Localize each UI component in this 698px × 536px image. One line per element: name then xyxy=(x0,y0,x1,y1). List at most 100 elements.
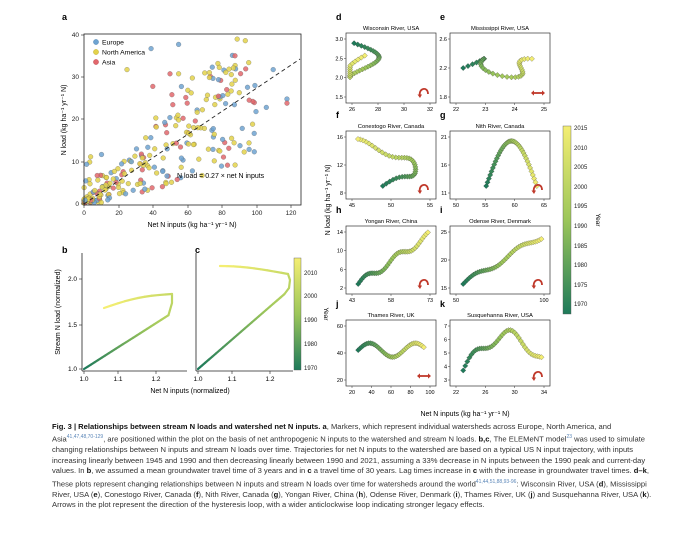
panel-g-ytick: 16 xyxy=(441,163,447,169)
panel-h-xtick: 58 xyxy=(388,298,394,304)
scatter-point xyxy=(139,167,145,173)
legend-europe: Europe xyxy=(102,40,124,47)
scatter-point xyxy=(246,60,252,66)
a-xtick: 40 xyxy=(149,210,157,217)
panel-d-ytick: 1.5 xyxy=(335,95,343,101)
panel-k-title: Susquehanna River, USA xyxy=(467,313,533,319)
scatter-point xyxy=(223,101,229,107)
panel-i-ytick: 25 xyxy=(441,230,447,236)
legend-marker-north-america xyxy=(93,49,99,55)
scatter-point xyxy=(206,70,212,76)
scatter-point xyxy=(160,155,166,161)
trajectory-marker xyxy=(528,55,535,62)
a-legend: Europe North America Asia xyxy=(93,39,145,67)
a-xlabel: Net N inputs (kg ha⁻¹ yr⁻¹ N) xyxy=(147,222,236,229)
scatter-point xyxy=(173,123,179,129)
panel-i-ytick: 15 xyxy=(441,286,447,292)
c-curve-segment xyxy=(259,268,269,272)
panel-b-curve xyxy=(82,292,174,371)
scatter-point xyxy=(169,92,175,98)
b-xtick: 1.1 xyxy=(113,376,122,383)
scatter-point xyxy=(128,159,134,165)
scatter-point xyxy=(88,154,94,160)
panel-g-xtick: 60 xyxy=(512,203,518,209)
scatter-point xyxy=(190,142,197,148)
scatter-point xyxy=(203,97,209,103)
panel-g-frame xyxy=(449,130,551,200)
scatter-point xyxy=(231,140,237,146)
scatter-point xyxy=(251,130,257,136)
panel-d: d Wisconsin River, USA 26 28 30 32 1.5 2.0 2.5 3.… xyxy=(335,12,437,113)
scatter-point xyxy=(105,197,111,203)
scatter-point xyxy=(176,41,182,47)
scatter-point xyxy=(253,109,259,115)
panel-k-frame xyxy=(449,319,551,387)
panel-k-ytick: 5 xyxy=(444,351,447,357)
a-ytick: 10 xyxy=(72,159,80,166)
c-curve-segment xyxy=(246,266,256,270)
arrowhead-icon xyxy=(417,94,422,98)
scatter-point xyxy=(124,67,130,73)
panel-e-ytick: 1.8 xyxy=(439,95,447,101)
b-curve-segment xyxy=(102,304,112,310)
scatter-point xyxy=(189,75,195,81)
trajectory-marker xyxy=(361,52,368,59)
arrowhead-icon xyxy=(417,373,420,379)
panel-g-xtick: 50 xyxy=(453,203,459,209)
bc-cbar-tick: 2010 xyxy=(304,271,318,277)
trajectory-marker xyxy=(485,69,492,75)
hysteresis-arrow-icon xyxy=(418,88,429,97)
a-xtick: 60 xyxy=(184,210,192,217)
scatter-point xyxy=(202,70,208,76)
scatter-point xyxy=(167,115,173,121)
panel-h-ytick: 10 xyxy=(337,249,343,255)
figure-caption: Fig. 3 | Relationships between stream N … xyxy=(52,422,652,509)
panel-k-ytick: 6 xyxy=(444,338,447,344)
panel-h-xtick: 43 xyxy=(349,298,355,304)
scatter-point xyxy=(228,72,234,78)
scatter-point xyxy=(183,94,189,101)
scatter-point xyxy=(239,125,245,131)
scatter-point xyxy=(139,155,145,161)
panel-g-ytick: 11 xyxy=(441,191,447,197)
scatter-point xyxy=(180,115,186,121)
panel-h-ytick: 6 xyxy=(340,267,343,273)
legend-asia: Asia xyxy=(102,60,115,67)
scatter-point xyxy=(103,174,110,181)
bc-cbar-label: Year xyxy=(322,307,329,321)
scatter-point xyxy=(189,168,195,174)
a-xtick: 100 xyxy=(252,210,263,217)
a-ytick: 40 xyxy=(72,32,80,39)
trajectory-marker xyxy=(379,183,386,189)
scatter-point xyxy=(226,66,232,72)
panel-b: b 1.0 1.1 1.2 1.0 1.5 2.0 Stream N load … xyxy=(55,245,187,383)
scatter-point xyxy=(211,158,217,164)
trajectory-marker xyxy=(372,145,379,151)
a-ylabel: N load (kg ha⁻¹ yr⁻¹ N) xyxy=(61,85,68,156)
c-xtick: 1.0 xyxy=(193,376,202,383)
trajectory-marker xyxy=(464,358,471,365)
regression-line xyxy=(83,58,301,205)
b-curve-segment xyxy=(109,302,119,307)
trajectory-marker xyxy=(469,61,476,68)
scatter-point xyxy=(176,71,182,77)
scatter-point xyxy=(102,187,108,193)
scatter-point xyxy=(186,123,192,129)
panel-i: i Odense River, Denmark 50 100 15 20 25 xyxy=(440,205,551,304)
a-ytick: 20 xyxy=(72,116,80,123)
panel-j-xtick: 40 xyxy=(368,390,374,396)
scatter-point xyxy=(148,46,154,52)
scatter-point xyxy=(220,136,226,142)
panel-k-letter: k xyxy=(440,299,446,309)
panel-b-letter: b xyxy=(62,245,68,255)
trajectory-marker xyxy=(508,74,515,81)
scatter-point xyxy=(147,152,153,158)
scatter-point xyxy=(119,161,125,167)
scatter-point xyxy=(246,140,252,146)
panel-i-xtick: 100 xyxy=(539,298,548,304)
trajectory-marker xyxy=(538,236,545,242)
scatter-point xyxy=(176,117,182,123)
panel-j-xtick: 20 xyxy=(349,390,355,396)
hysteresis-arrow-icon xyxy=(532,279,543,288)
trajectory-marker xyxy=(521,56,528,62)
